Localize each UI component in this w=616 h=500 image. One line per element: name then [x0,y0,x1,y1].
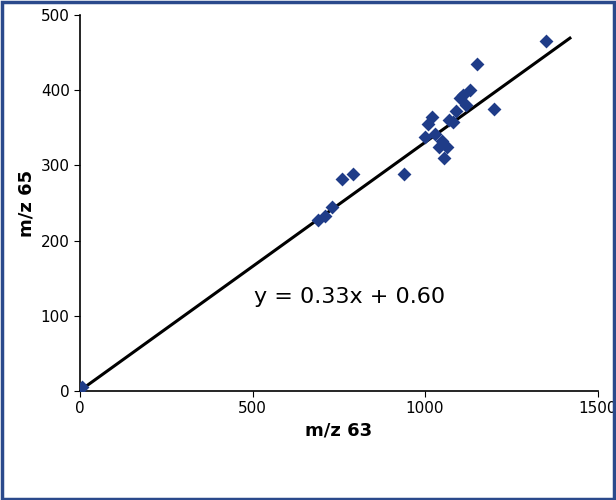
Text: Figure 8: Plot of the ratio of m/z 63 and 65.  The library ratio for phosgene is: Figure 8: Plot of the ratio of m/z 63 an… [7,472,574,486]
Point [338,175,347,183]
X-axis label: m/z 63: m/z 63 [306,422,372,440]
Point [444,116,454,124]
Point [327,203,337,211]
Point [77,383,87,391]
Point [424,120,434,128]
Point [465,86,475,94]
Text: y = 0.33x + 0.60: y = 0.33x + 0.60 [254,287,445,307]
Point [437,138,447,145]
Point [455,94,464,102]
Point [451,108,461,116]
Point [434,142,444,150]
Point [427,112,437,120]
Point [320,212,330,220]
Point [347,170,357,178]
Point [541,38,551,46]
Point [472,60,482,68]
Point [399,170,409,177]
Point [313,216,323,224]
Point [439,154,449,162]
Point [431,130,440,138]
Point [420,133,430,141]
Point [442,142,452,150]
Point [458,92,468,100]
Y-axis label: m/z 65: m/z 65 [17,170,35,236]
Point [489,105,499,113]
Point [461,101,471,109]
Point [448,118,458,126]
